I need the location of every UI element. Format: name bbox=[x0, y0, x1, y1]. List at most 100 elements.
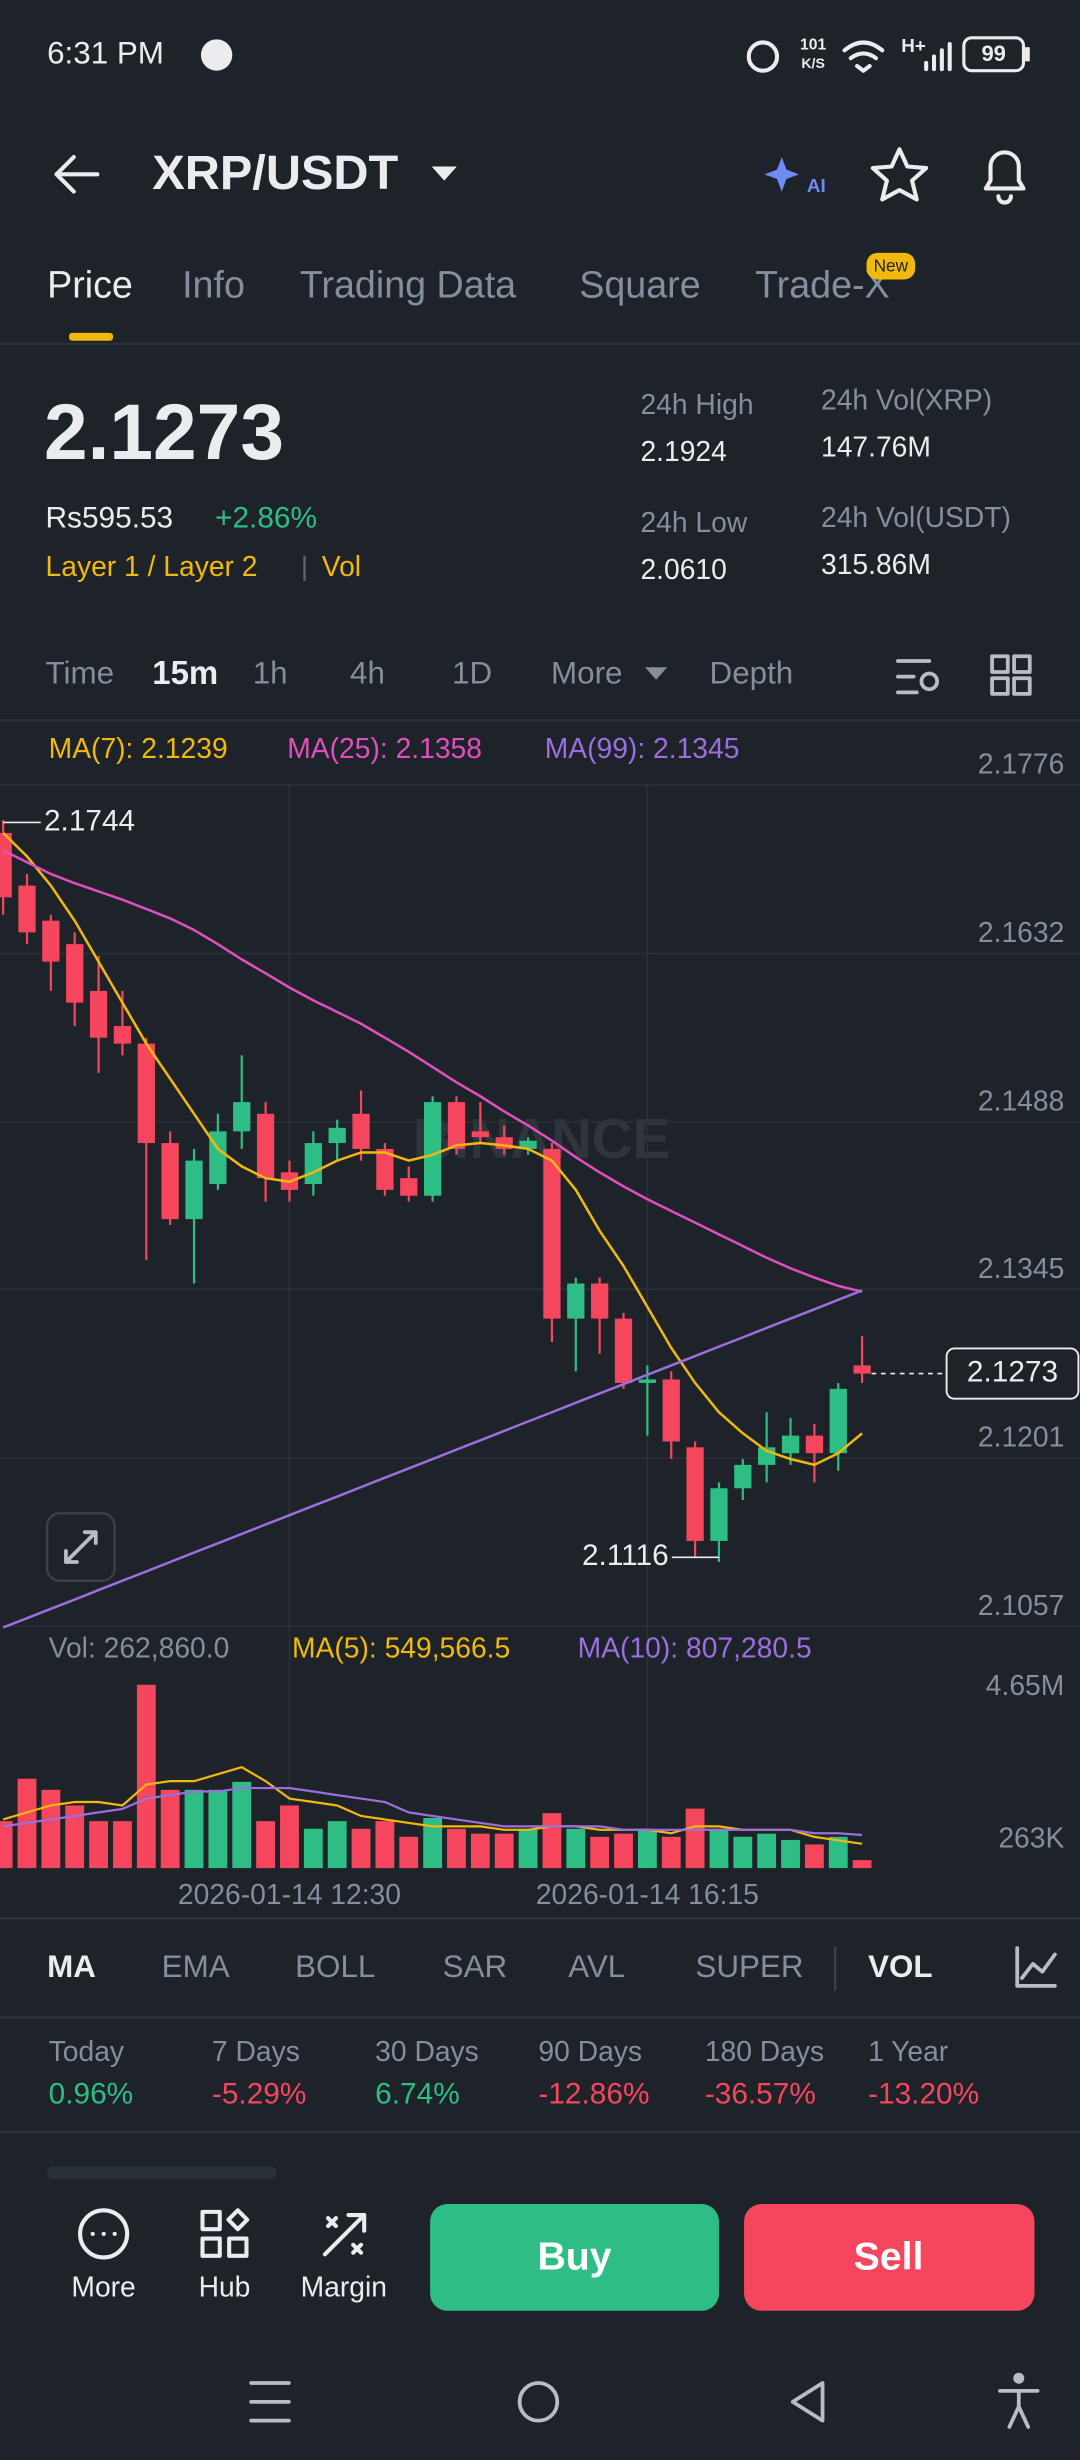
interval[interactable]: 1D bbox=[452, 655, 492, 690]
buy-button[interactable] bbox=[430, 2204, 719, 2311]
candle-body bbox=[829, 1388, 847, 1454]
indicator[interactable]: VOL bbox=[868, 1949, 932, 1984]
sell-button[interactable] bbox=[744, 2204, 1035, 2311]
ai-badge: AI bbox=[807, 175, 826, 196]
nav-accessibility[interactable] bbox=[998, 2388, 1040, 2429]
candle-body bbox=[471, 1131, 489, 1138]
pair-title[interactable]: XRP/USDT bbox=[152, 146, 398, 200]
battery-outline bbox=[962, 36, 1026, 73]
chart-settings-gear bbox=[919, 671, 940, 692]
indicator[interactable]: SUPER bbox=[695, 1949, 803, 1984]
stat-value: 2.0610 bbox=[640, 553, 726, 585]
layout-button[interactable] bbox=[990, 654, 1032, 696]
ma-legend: MA(7): 2.1239 bbox=[49, 732, 228, 764]
candle-body bbox=[304, 1143, 322, 1185]
action-label[interactable]: Hub bbox=[199, 2270, 251, 2302]
candle-body bbox=[400, 1178, 418, 1196]
volume-bar bbox=[113, 1821, 132, 1869]
stat-label: 24h High bbox=[640, 388, 753, 420]
volume-bar bbox=[303, 1828, 323, 1869]
indicator[interactable]: SAR bbox=[443, 1949, 508, 1984]
high-label: 2.1744 bbox=[44, 804, 135, 837]
indicator[interactable]: BOLL bbox=[295, 1949, 375, 1984]
more-caret bbox=[645, 667, 668, 680]
ma-line bbox=[2, 1289, 863, 1629]
buy-label[interactable]: Buy bbox=[537, 2234, 611, 2278]
back-button[interactable] bbox=[54, 155, 100, 194]
candle-body bbox=[638, 1379, 657, 1383]
volume-bar bbox=[590, 1836, 610, 1869]
nav-menu[interactable] bbox=[249, 2381, 291, 2423]
volume-bar bbox=[327, 1821, 347, 1869]
volume-bar bbox=[518, 1828, 538, 1869]
candle-body bbox=[161, 1143, 179, 1220]
tab[interactable]: Info bbox=[182, 263, 245, 305]
tab[interactable]: Trading Data bbox=[300, 263, 516, 305]
new-badge: New bbox=[874, 256, 909, 276]
perf-label: Today bbox=[49, 2035, 125, 2067]
stat-label: 24h Vol(XRP) bbox=[821, 383, 992, 415]
tag[interactable]: Layer 1 / Layer 2 bbox=[46, 550, 258, 582]
perf-value: 6.74% bbox=[375, 2078, 460, 2111]
ma-legend: MA(25): 2.1358 bbox=[287, 732, 482, 764]
hub-icon[interactable] bbox=[200, 2208, 250, 2258]
alert-button[interactable] bbox=[983, 150, 1026, 205]
y-tick-label: 2.1057 bbox=[978, 1589, 1064, 1621]
vol-ma-line bbox=[2, 1786, 863, 1837]
nav-back[interactable] bbox=[790, 2381, 825, 2423]
volume-bar bbox=[89, 1821, 109, 1869]
stat-label: 24h Vol(USDT) bbox=[821, 501, 1011, 533]
candle-body bbox=[591, 1283, 609, 1319]
interval[interactable]: 1h bbox=[253, 655, 288, 690]
tab[interactable]: Square bbox=[579, 263, 700, 305]
signal-icon bbox=[924, 41, 952, 72]
perf-value: -5.29% bbox=[212, 2078, 306, 2111]
sell-label[interactable]: Sell bbox=[854, 2234, 924, 2278]
interval[interactable]: More bbox=[551, 655, 622, 690]
pair-dropdown[interactable] bbox=[431, 166, 457, 181]
candle-body bbox=[185, 1160, 203, 1220]
ai-sparkle[interactable] bbox=[764, 157, 800, 192]
ma-legend: MA(99): 2.1345 bbox=[545, 732, 740, 764]
vol-legend: MA(5): 549,566.5 bbox=[292, 1631, 510, 1663]
volume-bar bbox=[136, 1684, 156, 1869]
volume-bar bbox=[494, 1833, 514, 1869]
net-speed: 101 bbox=[800, 37, 826, 54]
volume-bar bbox=[757, 1833, 777, 1869]
interval[interactable]: 15m bbox=[152, 654, 218, 691]
interval[interactable]: 4h bbox=[350, 655, 385, 690]
indicator[interactable]: EMA bbox=[162, 1949, 230, 1984]
battery-level: 99 bbox=[981, 41, 1005, 66]
volume-bar bbox=[804, 1844, 824, 1869]
interval[interactable]: Time bbox=[46, 655, 115, 690]
volume-bar bbox=[232, 1781, 252, 1869]
volume-bar bbox=[470, 1833, 490, 1869]
action-label[interactable]: Margin bbox=[301, 2270, 387, 2302]
candle-body bbox=[376, 1148, 394, 1190]
tag[interactable]: Vol bbox=[322, 550, 361, 582]
chart-settings[interactable] bbox=[896, 659, 932, 695]
low-label: 2.1116 bbox=[582, 1539, 669, 1572]
candle-body bbox=[113, 1026, 132, 1044]
vol-legend: MA(10): 807,280.5 bbox=[578, 1631, 812, 1663]
volume-bar bbox=[184, 1789, 204, 1869]
net-unit: K/S bbox=[801, 55, 825, 71]
perf-label: 180 Days bbox=[705, 2035, 824, 2067]
battery-tip bbox=[1025, 47, 1030, 62]
perf-label: 1 Year bbox=[868, 2035, 948, 2067]
tab[interactable]: Price bbox=[47, 263, 133, 305]
more-icon[interactable] bbox=[78, 2208, 130, 2260]
candle-body bbox=[328, 1127, 346, 1144]
margin-icon[interactable] bbox=[322, 2212, 367, 2257]
indicator[interactable]: AVL bbox=[568, 1949, 625, 1984]
candle-body bbox=[66, 944, 84, 1003]
favorite-button[interactable] bbox=[870, 147, 929, 202]
perf-value: 0.96% bbox=[49, 2078, 134, 2111]
indicator-settings[interactable] bbox=[1015, 1946, 1057, 1988]
action-label[interactable]: More bbox=[71, 2270, 135, 2302]
nav-home[interactable] bbox=[517, 2381, 560, 2423]
y-tick-label: 2.1776 bbox=[978, 748, 1064, 780]
indicator[interactable]: MA bbox=[47, 1949, 96, 1984]
interval[interactable]: Depth bbox=[710, 655, 794, 690]
